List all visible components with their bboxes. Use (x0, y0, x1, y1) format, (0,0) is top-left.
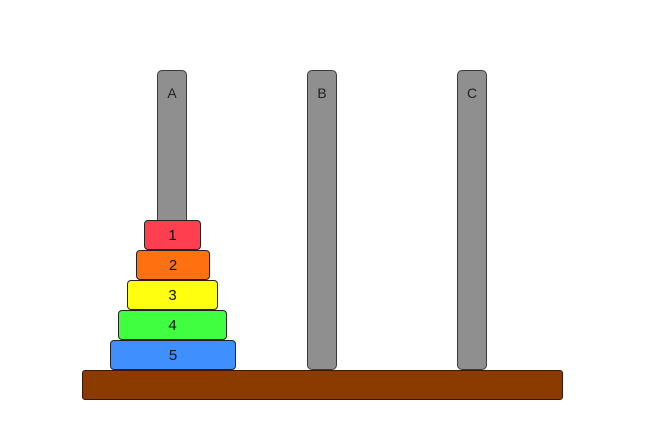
disk-3[interactable]: 3 (127, 280, 218, 310)
disk-5[interactable]: 5 (110, 340, 236, 370)
disk-1[interactable]: 1 (144, 220, 201, 250)
peg-c-label: C (466, 85, 478, 101)
base-platform (82, 370, 563, 400)
disk-4[interactable]: 4 (118, 310, 227, 340)
peg-b[interactable]: B (307, 70, 337, 370)
peg-a-label: A (167, 85, 177, 101)
disk-2[interactable]: 2 (136, 250, 210, 280)
peg-b-label: B (317, 85, 327, 101)
peg-c[interactable]: C (457, 70, 487, 370)
